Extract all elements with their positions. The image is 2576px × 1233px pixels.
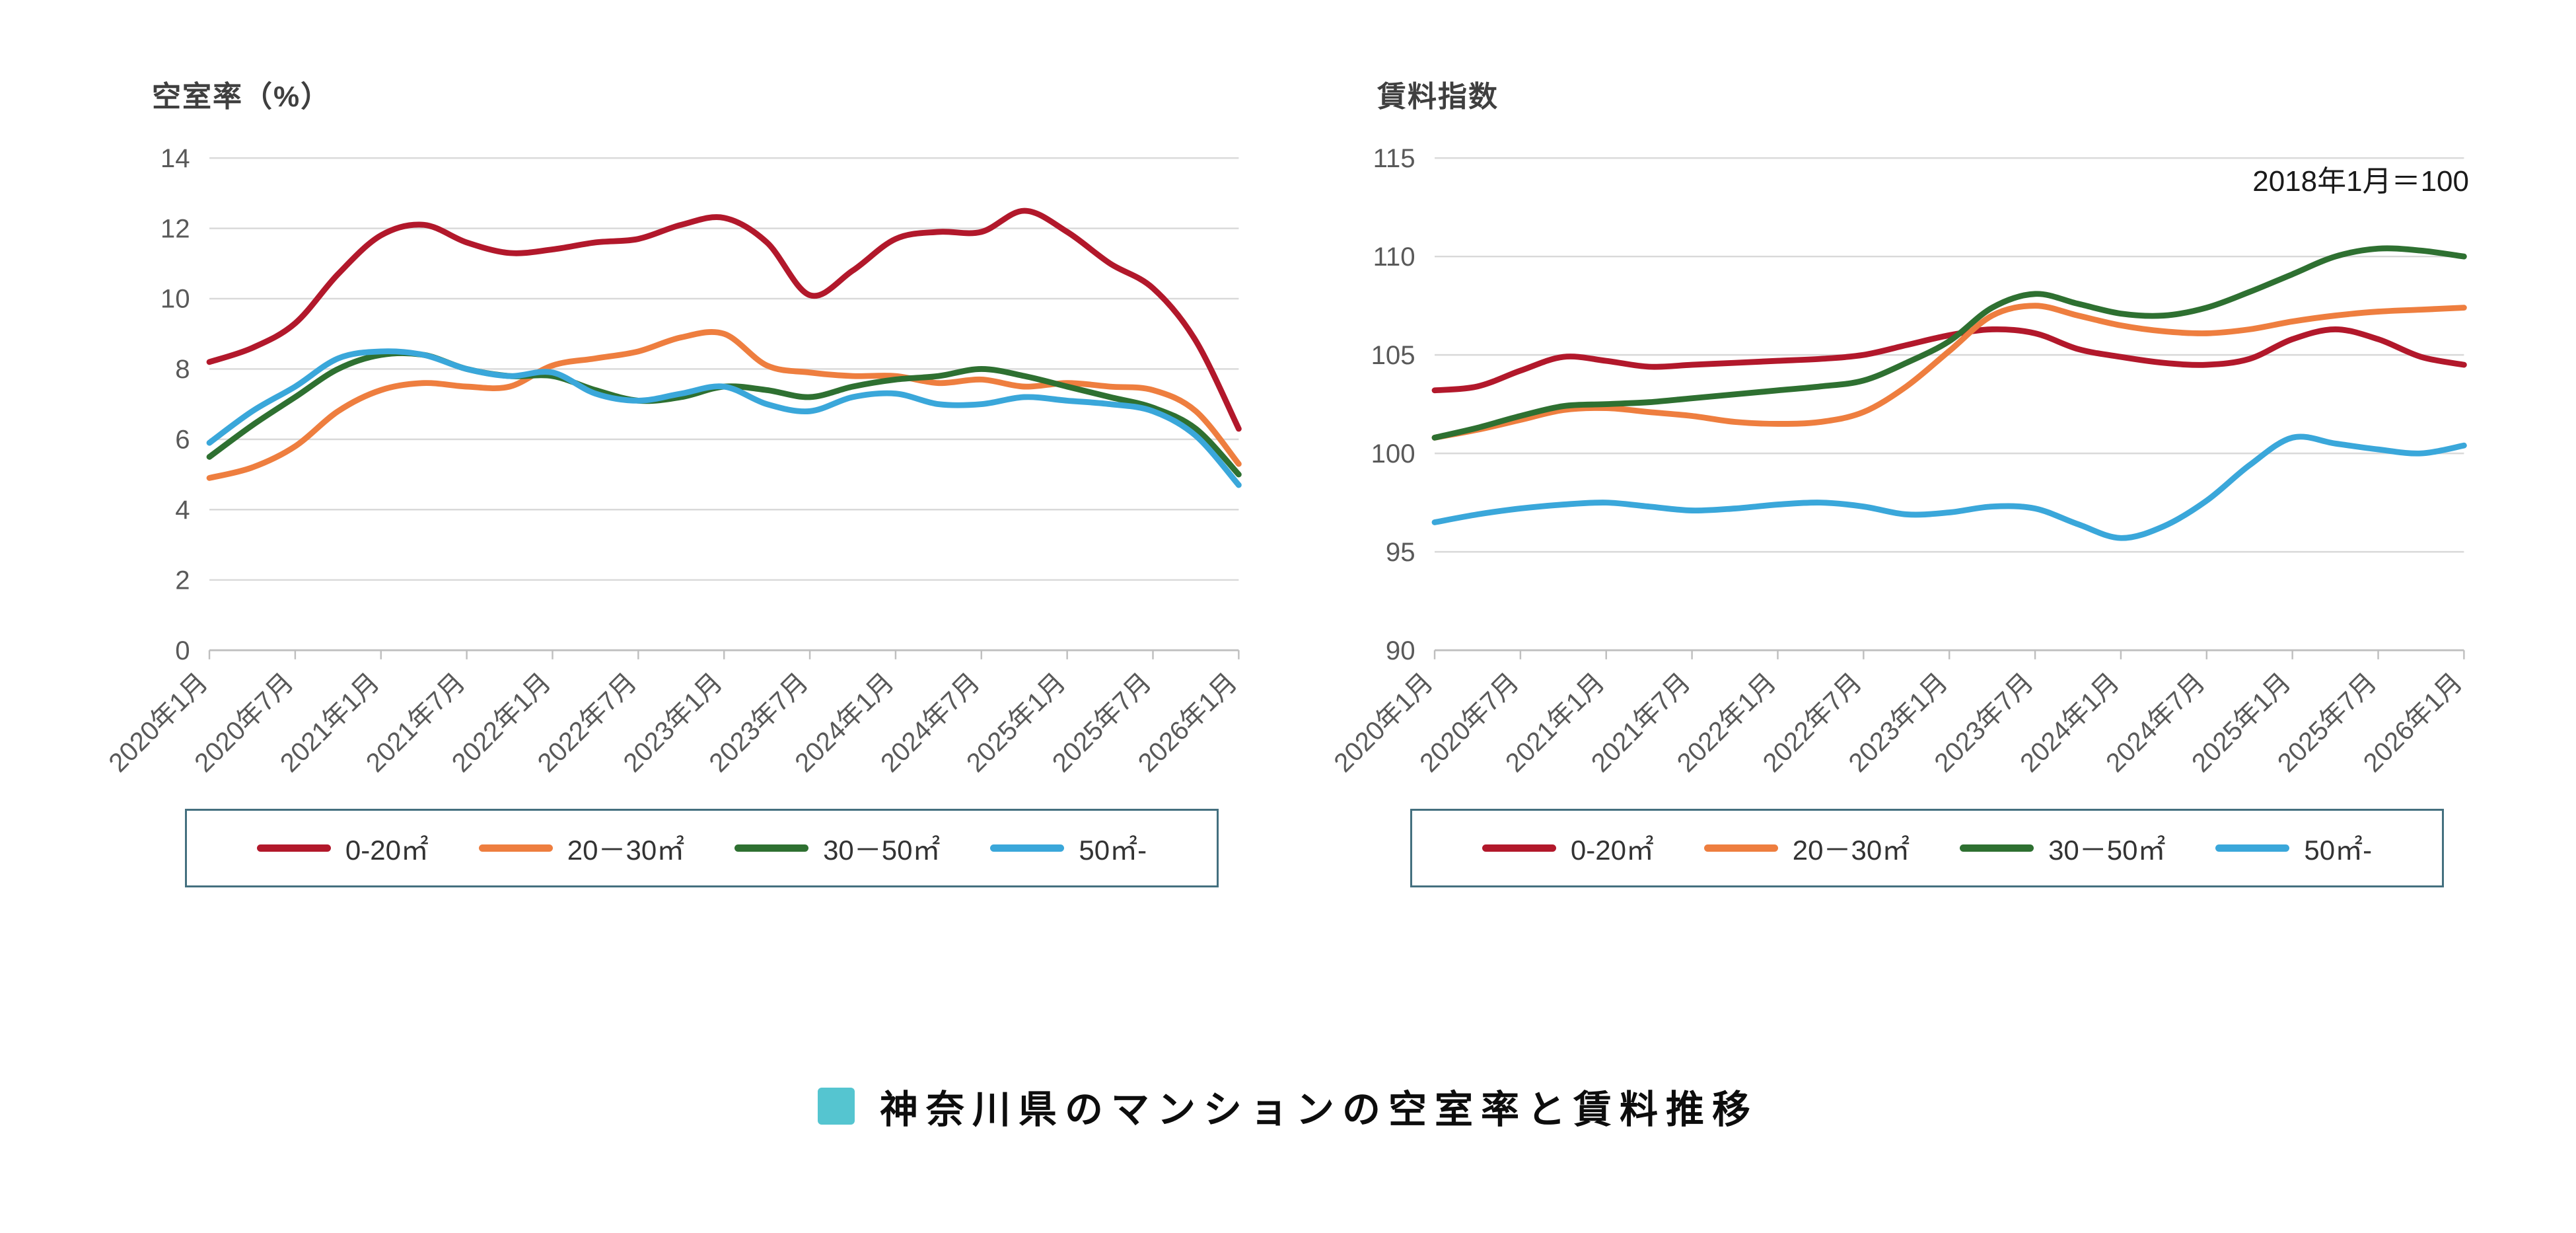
legend-swatch-green [1960, 844, 2034, 852]
y-tick-label: 14 [161, 143, 190, 173]
y-tick-label: 10 [161, 284, 190, 314]
report-title-text: 神奈川県のマンションの空室率と賃料推移 [879, 1088, 1758, 1131]
y-tick-label: 0 [175, 636, 190, 665]
legend-item-30-50: 30－50㎡ [734, 828, 941, 868]
legend-item-50plus: 50㎡- [990, 828, 1147, 868]
series-line-30－50㎡ [1431, 245, 2467, 441]
legend-item-20-30: 20－30㎡ [478, 828, 685, 868]
legend-label: 30－50㎡ [2048, 834, 2166, 866]
legend-swatch-red [1482, 844, 1556, 852]
series-line-0-20㎡ [206, 207, 1242, 432]
legend-item-0-20: 0-20㎡ [1482, 828, 1654, 868]
y-tick-label: 8 [175, 354, 190, 384]
title-square-icon [817, 1088, 855, 1125]
series-line-30－50㎡ [206, 350, 1242, 478]
series-line-0-20㎡ [1431, 326, 2467, 394]
y-tick-label: 90 [1386, 636, 1415, 665]
legend-label: 20－30㎡ [1792, 834, 1910, 866]
legend-item-50plus: 50㎡- [2215, 828, 2372, 868]
series-line-50㎡- [1431, 433, 2467, 541]
vacancy-rate-chart: 024681012142020年1月2020年7月2021年1月2021年7月2… [103, 143, 1243, 778]
y-tick-label: 12 [161, 213, 190, 243]
vacancy-chart-legend: 0-20㎡ 20－30㎡ 30－50㎡ 50㎡- [185, 808, 1219, 887]
legend-label: 0-20㎡ [1570, 834, 1654, 866]
legend-label: 30－50㎡ [823, 834, 941, 866]
series-line-50㎡- [206, 348, 1242, 488]
legend-swatch-green [734, 844, 809, 852]
y-tick-label: 95 [1386, 537, 1415, 567]
vacancy-chart-title: 空室率（%） [152, 81, 332, 113]
legend-swatch-blue [2215, 844, 2290, 852]
charts-row: 空室率（%） 0 2 4 6 8 10 12 14 2020年1月 2020年7月 2021年1月 2… [103, 73, 2477, 887]
rent-chart-legend: 0-20㎡ 20－30㎡ 30－50㎡ 50㎡- [1410, 808, 2444, 887]
y-tick-label: 6 [175, 425, 190, 455]
y-tick-label: 2 [175, 565, 190, 595]
y-tick-label: 110 [1373, 242, 1415, 272]
base-period-annotation: 2018年1月＝100 [2252, 165, 2469, 198]
series-line-20－30㎡ [206, 329, 1242, 481]
vacancy-chart-panel: 空室率（%） 0 2 4 6 8 10 12 14 2020年1月 2020年7月 2021年1月 2… [103, 73, 1252, 887]
legend-swatch-blue [990, 844, 1065, 852]
report-title: 神奈川県のマンションの空室率と賃料推移 [0, 1078, 2576, 1134]
legend-swatch-red [256, 844, 331, 852]
legend-label: 20－30㎡ [567, 834, 685, 866]
rent-index-chart: 90951001051101152020年1月2020年7月2021年1月202… [1328, 143, 2468, 778]
y-tick-label: 4 [175, 495, 190, 525]
legend-swatch-orange [478, 844, 553, 852]
legend-item-30-50: 30－50㎡ [1960, 828, 2166, 868]
legend-swatch-orange [1703, 844, 1778, 852]
rent-chart-title: 賃料指数 [1377, 81, 1499, 113]
series-line-20－30㎡ [1431, 303, 2467, 441]
legend-item-0-20: 0-20㎡ [256, 828, 429, 868]
legend-label: 0-20㎡ [345, 834, 429, 866]
rent-chart-panel: 賃料指数 2018年1月＝100 90 95 100 105 110 115 2020年1月… [1328, 73, 2477, 887]
y-tick-label: 115 [1373, 143, 1415, 173]
legend-item-20-30: 20－30㎡ [1703, 828, 1910, 868]
legend-label: 50㎡- [1079, 834, 1147, 866]
legend-label: 50㎡- [2304, 834, 2373, 866]
y-tick-label: 100 [1371, 439, 1415, 468]
y-tick-label: 105 [1371, 340, 1415, 370]
